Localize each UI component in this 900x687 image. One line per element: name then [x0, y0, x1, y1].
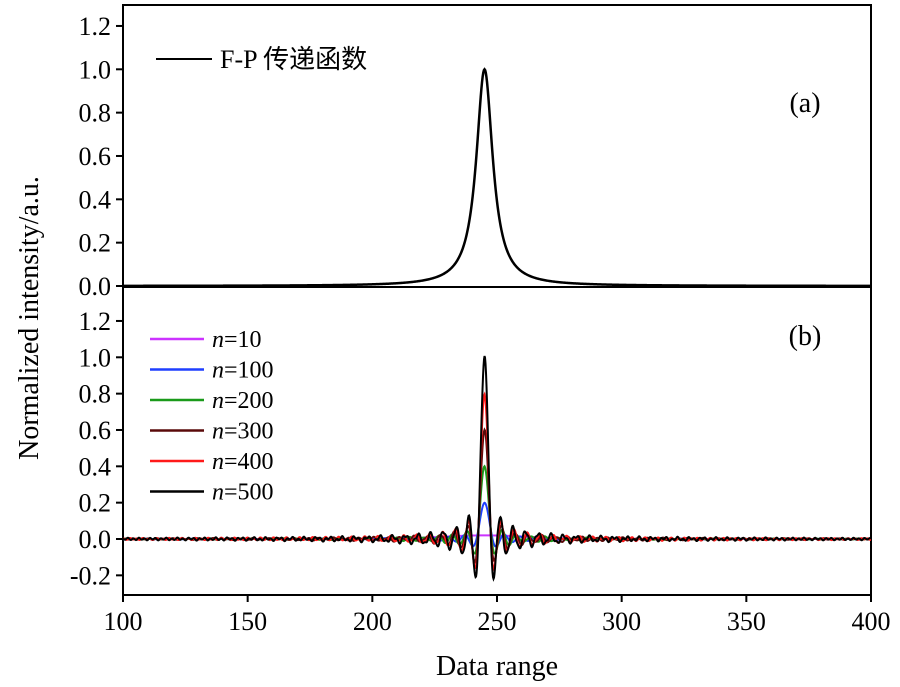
legend-b-label-n400: n=400 [212, 449, 274, 475]
xtick-label: 150 [228, 607, 267, 636]
panel-b-ytick-label: 1.2 [79, 307, 112, 336]
legend-b-label-n10: n=10 [212, 327, 262, 353]
panel-a-ytick-label: 0.0 [79, 272, 112, 301]
panel-a-ytick-label: 0.4 [79, 185, 112, 214]
panel-a-ytick-label: 0.2 [79, 229, 112, 258]
legend-b: n=10 n=100 n=200 n=300 n=400 n=500 [150, 327, 274, 506]
legend-a-label: F-P 传递函数 [220, 45, 367, 74]
panel-a-label: (a) [789, 88, 820, 119]
panel-b-plot [122, 355, 872, 582]
panel-b-ytick-label: 0.8 [79, 380, 112, 409]
legend-b-label-n200: n=200 [212, 388, 274, 414]
panel-a-ytick-label: 0.8 [79, 99, 112, 128]
xtick-label: 200 [353, 607, 392, 636]
panel-a-ytick-label: 0.6 [79, 142, 112, 171]
panel-b-label: (b) [789, 321, 822, 352]
panel-b-ytick-label: 0.4 [79, 452, 112, 481]
xtick-label: 300 [602, 607, 641, 636]
legend-b-label-n500: n=500 [212, 480, 274, 506]
panel-b-ytick-label: 0.2 [79, 489, 112, 518]
series-line-n500 [122, 355, 872, 582]
xtick-label: 250 [478, 607, 517, 636]
series-fp-line [122, 67, 871, 288]
x-axis-title: Data range [436, 651, 558, 682]
panel-a-ytick-label: 1.0 [79, 55, 112, 84]
ticks-layer: 0.0 0.2 0.4 0.6 0.8 1.0 1.2 -0.2 0.0 0.2 0.4 0.6 0.8… [70, 12, 891, 636]
panel-b-ytick-label: 0.0 [79, 525, 112, 554]
panel-a-plot [122, 67, 871, 288]
panel-b-ytick-label: 1.0 [79, 343, 112, 372]
xtick-label: 100 [104, 607, 143, 636]
panel-a-ytick-label: 1.2 [79, 12, 112, 41]
legend-b-label-n100: n=100 [212, 358, 274, 384]
panel-b-ytick-label: -0.2 [70, 561, 111, 590]
y-axis-title: Normalized intensity/a.u. [14, 176, 45, 460]
panel-b-ytick-label: 0.6 [79, 416, 112, 445]
legend-b-label-n300: n=300 [212, 419, 274, 445]
legend-a: F-P 传递函数 [156, 45, 367, 74]
xtick-label: 400 [852, 607, 891, 636]
xtick-label: 350 [727, 607, 766, 636]
